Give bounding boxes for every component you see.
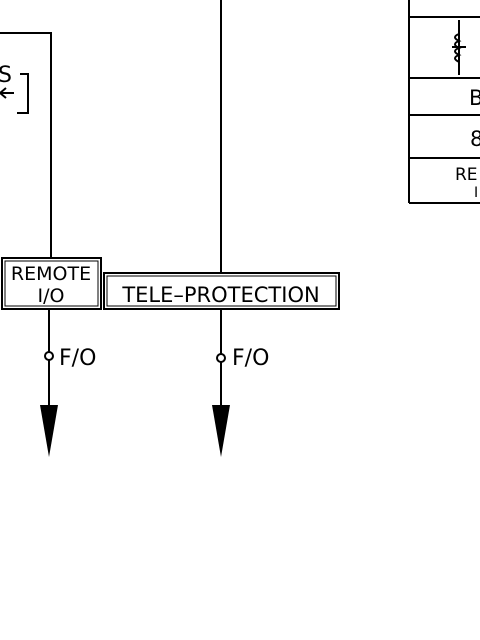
arrow-left-icon: [0, 87, 7, 99]
legend-row-label: RE: [455, 165, 478, 185]
switch-bracket-icon: [17, 73, 29, 114]
link-label: F/O: [59, 346, 96, 371]
remote-io-frame: [1, 257, 102, 310]
teleprotection-inner-frame: [106, 275, 337, 307]
fiber-link-teleprotection: F/O: [212, 309, 269, 457]
teleprotection-box: TELE–PROTECTION: [103, 272, 340, 310]
fiber-link-remote-io: F/O: [40, 309, 96, 457]
remote-io-label-line1: REMOTE: [11, 263, 91, 285]
remote-io-box: REMOTE I/O: [1, 257, 102, 310]
relay-coil-icon: [452, 20, 466, 75]
arrowhead-down-icon: [212, 405, 230, 457]
legend-row-label: B: [469, 86, 480, 110]
junction-dot-icon: [216, 353, 226, 363]
arrowhead-down-icon: [40, 405, 58, 457]
remote-feed-line: [0, 32, 52, 258]
remote-io-inner-frame: [4, 260, 99, 307]
left-fragment: S: [0, 32, 52, 258]
junction-dot-icon: [44, 351, 54, 361]
teleprotection-label: TELE–PROTECTION: [121, 283, 319, 307]
legend-row-label: I: [474, 185, 478, 201]
remote-io-label-line2: I/O: [38, 285, 65, 307]
legend-row-label: 8: [470, 127, 480, 151]
legend-fragment: B 8 RE I: [408, 0, 480, 204]
left-fragment-label: S: [0, 63, 12, 88]
link-label: F/O: [232, 346, 269, 371]
